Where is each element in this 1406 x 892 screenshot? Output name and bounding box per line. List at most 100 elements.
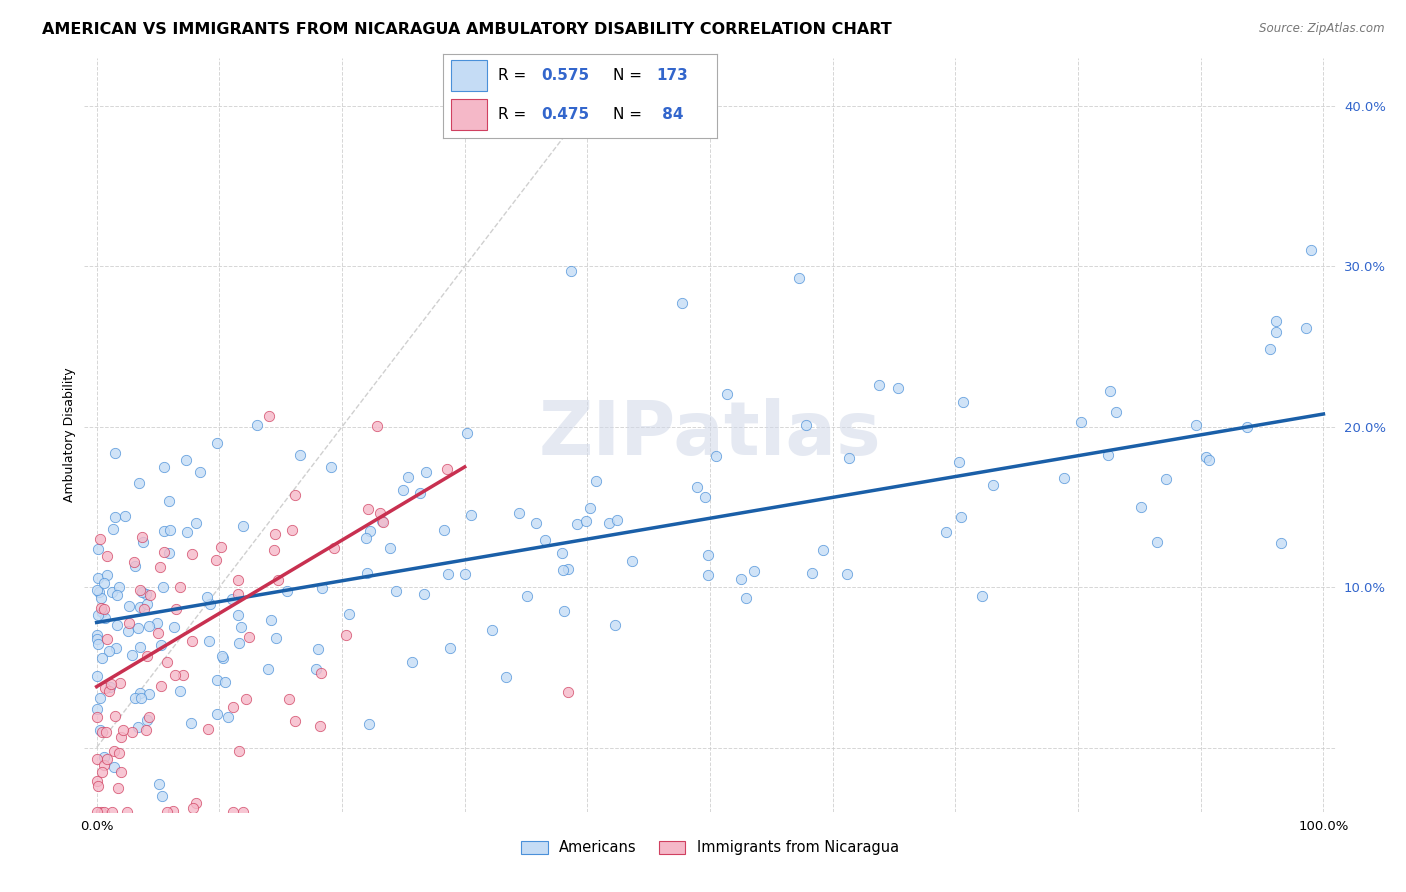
Point [149,638,172,652]
Text: R =: R = [498,68,531,83]
Point [209,540,232,554]
Point [1130,500,1153,514]
Point [139,588,162,602]
Point [704,450,727,464]
Point [229,620,252,634]
Point [1105,405,1128,419]
Point [935,525,957,540]
Point [115,805,138,819]
Point [87,636,110,650]
Point [305,662,328,676]
Point [150,679,173,693]
Point [176,524,198,539]
Point [1264,314,1286,328]
Text: Source: ZipAtlas.com: Source: ZipAtlas.com [1260,22,1385,36]
Point [950,510,973,524]
Point [686,480,709,494]
Point [104,709,127,723]
Point [605,618,627,632]
Point [184,796,207,810]
Point [148,777,170,791]
Point [232,519,254,533]
Point [557,685,579,699]
Point [104,641,127,656]
Point [180,634,202,648]
Point [228,636,250,650]
Point [319,460,342,475]
Point [97,684,120,698]
Point [281,524,304,538]
Point [578,500,600,515]
Point [124,559,146,574]
Point [378,541,401,555]
Point [553,604,575,618]
FancyBboxPatch shape [451,61,486,91]
Point [222,699,245,714]
Point [128,475,150,490]
Point [373,515,395,529]
Point [693,491,716,505]
Point [222,805,245,819]
Point [128,583,150,598]
Point [211,649,233,664]
Point [730,572,752,586]
Point [391,483,413,497]
Point [169,580,191,594]
Point [284,714,307,728]
Point [132,602,155,616]
Point [952,395,974,409]
Point [90,600,112,615]
Point [100,805,122,819]
Point [132,534,155,549]
Point [232,805,254,819]
Point [153,460,176,475]
Text: 84: 84 [657,107,683,122]
Point [122,555,145,569]
Point [366,419,388,434]
Point [309,719,332,733]
Point [96,752,118,766]
Point [87,607,110,622]
Point [356,531,378,545]
Point [551,563,574,577]
Point [93,601,115,615]
Point [1236,419,1258,434]
Point [868,378,890,392]
Point [565,516,588,531]
Point [121,648,143,663]
Point [221,591,243,606]
Point [103,760,125,774]
Point [481,624,503,638]
Text: AMERICAN VS IMMIGRANTS FROM NICARAGUA AMBULATORY DISABILITY CORRELATION CHART: AMERICAN VS IMMIGRANTS FROM NICARAGUA AM… [42,22,891,37]
Point [197,590,219,604]
Point [439,641,461,656]
Point [1146,535,1168,549]
Point [1270,535,1292,549]
Point [697,567,720,582]
Point [127,621,149,635]
Point [135,723,157,738]
Point [205,673,228,687]
Point [838,450,860,465]
Point [534,533,557,548]
Point [585,475,607,489]
Point [86,702,108,716]
Point [129,691,152,706]
Point [266,574,288,588]
Point [226,587,249,601]
Point [107,780,129,795]
Point [948,455,970,469]
Point [357,716,380,731]
Point [93,576,115,591]
Point [90,591,112,606]
Point [89,690,111,705]
Point [796,418,818,433]
Point [86,805,108,819]
Point [100,676,122,690]
Point [138,709,160,723]
Point [735,591,758,605]
Point [180,547,202,561]
Point [86,710,108,724]
Point [266,631,288,645]
Point [606,513,628,527]
